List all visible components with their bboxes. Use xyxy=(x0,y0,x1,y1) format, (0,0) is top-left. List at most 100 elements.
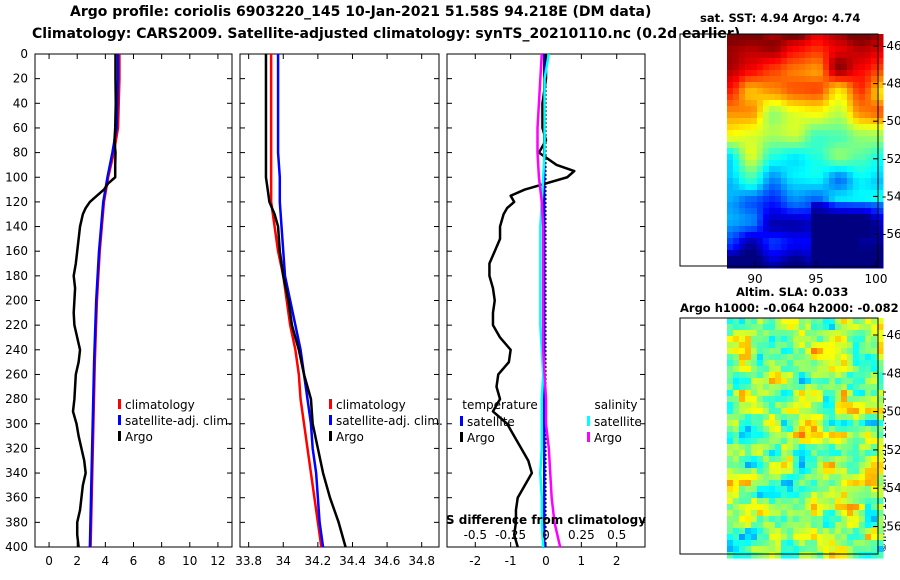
map-cell xyxy=(817,244,824,251)
map-cell xyxy=(823,124,830,131)
map-cell xyxy=(757,136,764,143)
map-cell xyxy=(865,462,872,469)
map-cell xyxy=(763,76,770,83)
map-cell xyxy=(853,262,860,269)
legend-label: climatology xyxy=(125,398,195,412)
map-cell xyxy=(811,480,818,487)
map-cell xyxy=(727,82,734,89)
map-cell xyxy=(805,528,812,535)
map-cell xyxy=(757,432,764,439)
map-cell xyxy=(865,534,872,541)
map-cell xyxy=(835,46,842,53)
map-cell xyxy=(787,136,794,143)
map-cell xyxy=(853,384,860,391)
map-cell xyxy=(781,414,788,421)
map-cell xyxy=(769,420,776,427)
map-cell xyxy=(799,106,806,113)
map-cell xyxy=(733,318,740,325)
map-cell xyxy=(727,112,734,119)
map-cell xyxy=(763,450,770,457)
map-cell xyxy=(805,330,812,337)
map-cell xyxy=(847,486,854,493)
map-cell xyxy=(733,184,740,191)
map-cell xyxy=(757,238,764,245)
map-cell xyxy=(733,468,740,475)
map-cell xyxy=(751,244,758,251)
map-cell xyxy=(859,456,866,463)
map-cell xyxy=(877,486,884,493)
map-cell xyxy=(841,76,848,83)
map-cell xyxy=(763,396,770,403)
map-cell xyxy=(829,426,836,433)
map-cell xyxy=(769,220,776,227)
map-cell xyxy=(745,208,752,215)
map-cell xyxy=(739,52,746,59)
map-cell xyxy=(739,118,746,125)
map-cell xyxy=(733,360,740,367)
map-cell xyxy=(787,492,794,499)
map-cell xyxy=(877,438,884,445)
map-cell xyxy=(757,366,764,373)
map-cell xyxy=(745,106,752,113)
map-cell xyxy=(775,426,782,433)
map-cell xyxy=(805,432,812,439)
map-cell xyxy=(853,154,860,161)
map-cell xyxy=(859,318,866,325)
map-cell xyxy=(805,154,812,161)
map-cell xyxy=(769,244,776,251)
map-cell xyxy=(799,220,806,227)
map-cell xyxy=(793,244,800,251)
map-cell xyxy=(871,378,878,385)
map-cell xyxy=(853,426,860,433)
map-cell xyxy=(811,432,818,439)
map-cell xyxy=(829,208,836,215)
map-cell xyxy=(793,378,800,385)
map-cell xyxy=(823,528,830,535)
map-cell xyxy=(739,88,746,95)
map-cell xyxy=(775,166,782,173)
map-cell xyxy=(805,220,812,227)
map-cell xyxy=(853,468,860,475)
map-cell xyxy=(871,130,878,137)
map-cell xyxy=(853,88,860,95)
map-cell xyxy=(853,486,860,493)
map-cell xyxy=(781,462,788,469)
map-cell xyxy=(823,70,830,77)
map-cell xyxy=(871,166,878,173)
map-cell xyxy=(751,208,758,215)
map-cell xyxy=(859,112,866,119)
map-cell xyxy=(811,396,818,403)
map-cell xyxy=(835,214,842,221)
map-cell xyxy=(727,528,734,535)
map-cell xyxy=(757,378,764,385)
map-cell xyxy=(853,444,860,451)
map-cell xyxy=(733,100,740,107)
map-cell xyxy=(835,64,842,71)
map-cell xyxy=(823,540,830,547)
map-cell xyxy=(751,82,758,89)
map-cell xyxy=(871,46,878,53)
map-cell xyxy=(757,336,764,343)
map-cell xyxy=(865,426,872,433)
map-cell xyxy=(805,184,812,191)
map-cell xyxy=(745,516,752,523)
map-cell xyxy=(877,540,884,547)
map-cell xyxy=(799,498,806,505)
map-cell xyxy=(799,256,806,263)
map-cell xyxy=(781,330,788,337)
map-cell xyxy=(811,178,818,185)
lon-tick-label: 90 xyxy=(747,272,762,286)
map-cell xyxy=(841,166,848,173)
map-cell xyxy=(799,468,806,475)
map-cell xyxy=(853,106,860,113)
map-cell xyxy=(877,318,884,325)
map-cell xyxy=(751,486,758,493)
legend-label: Argo xyxy=(336,430,364,444)
map-cell xyxy=(841,318,848,325)
map-cell xyxy=(799,250,806,257)
map-cell xyxy=(817,160,824,167)
map-cell xyxy=(799,40,806,47)
map-cell xyxy=(739,420,746,427)
map-cell xyxy=(787,456,794,463)
map-cell xyxy=(787,474,794,481)
